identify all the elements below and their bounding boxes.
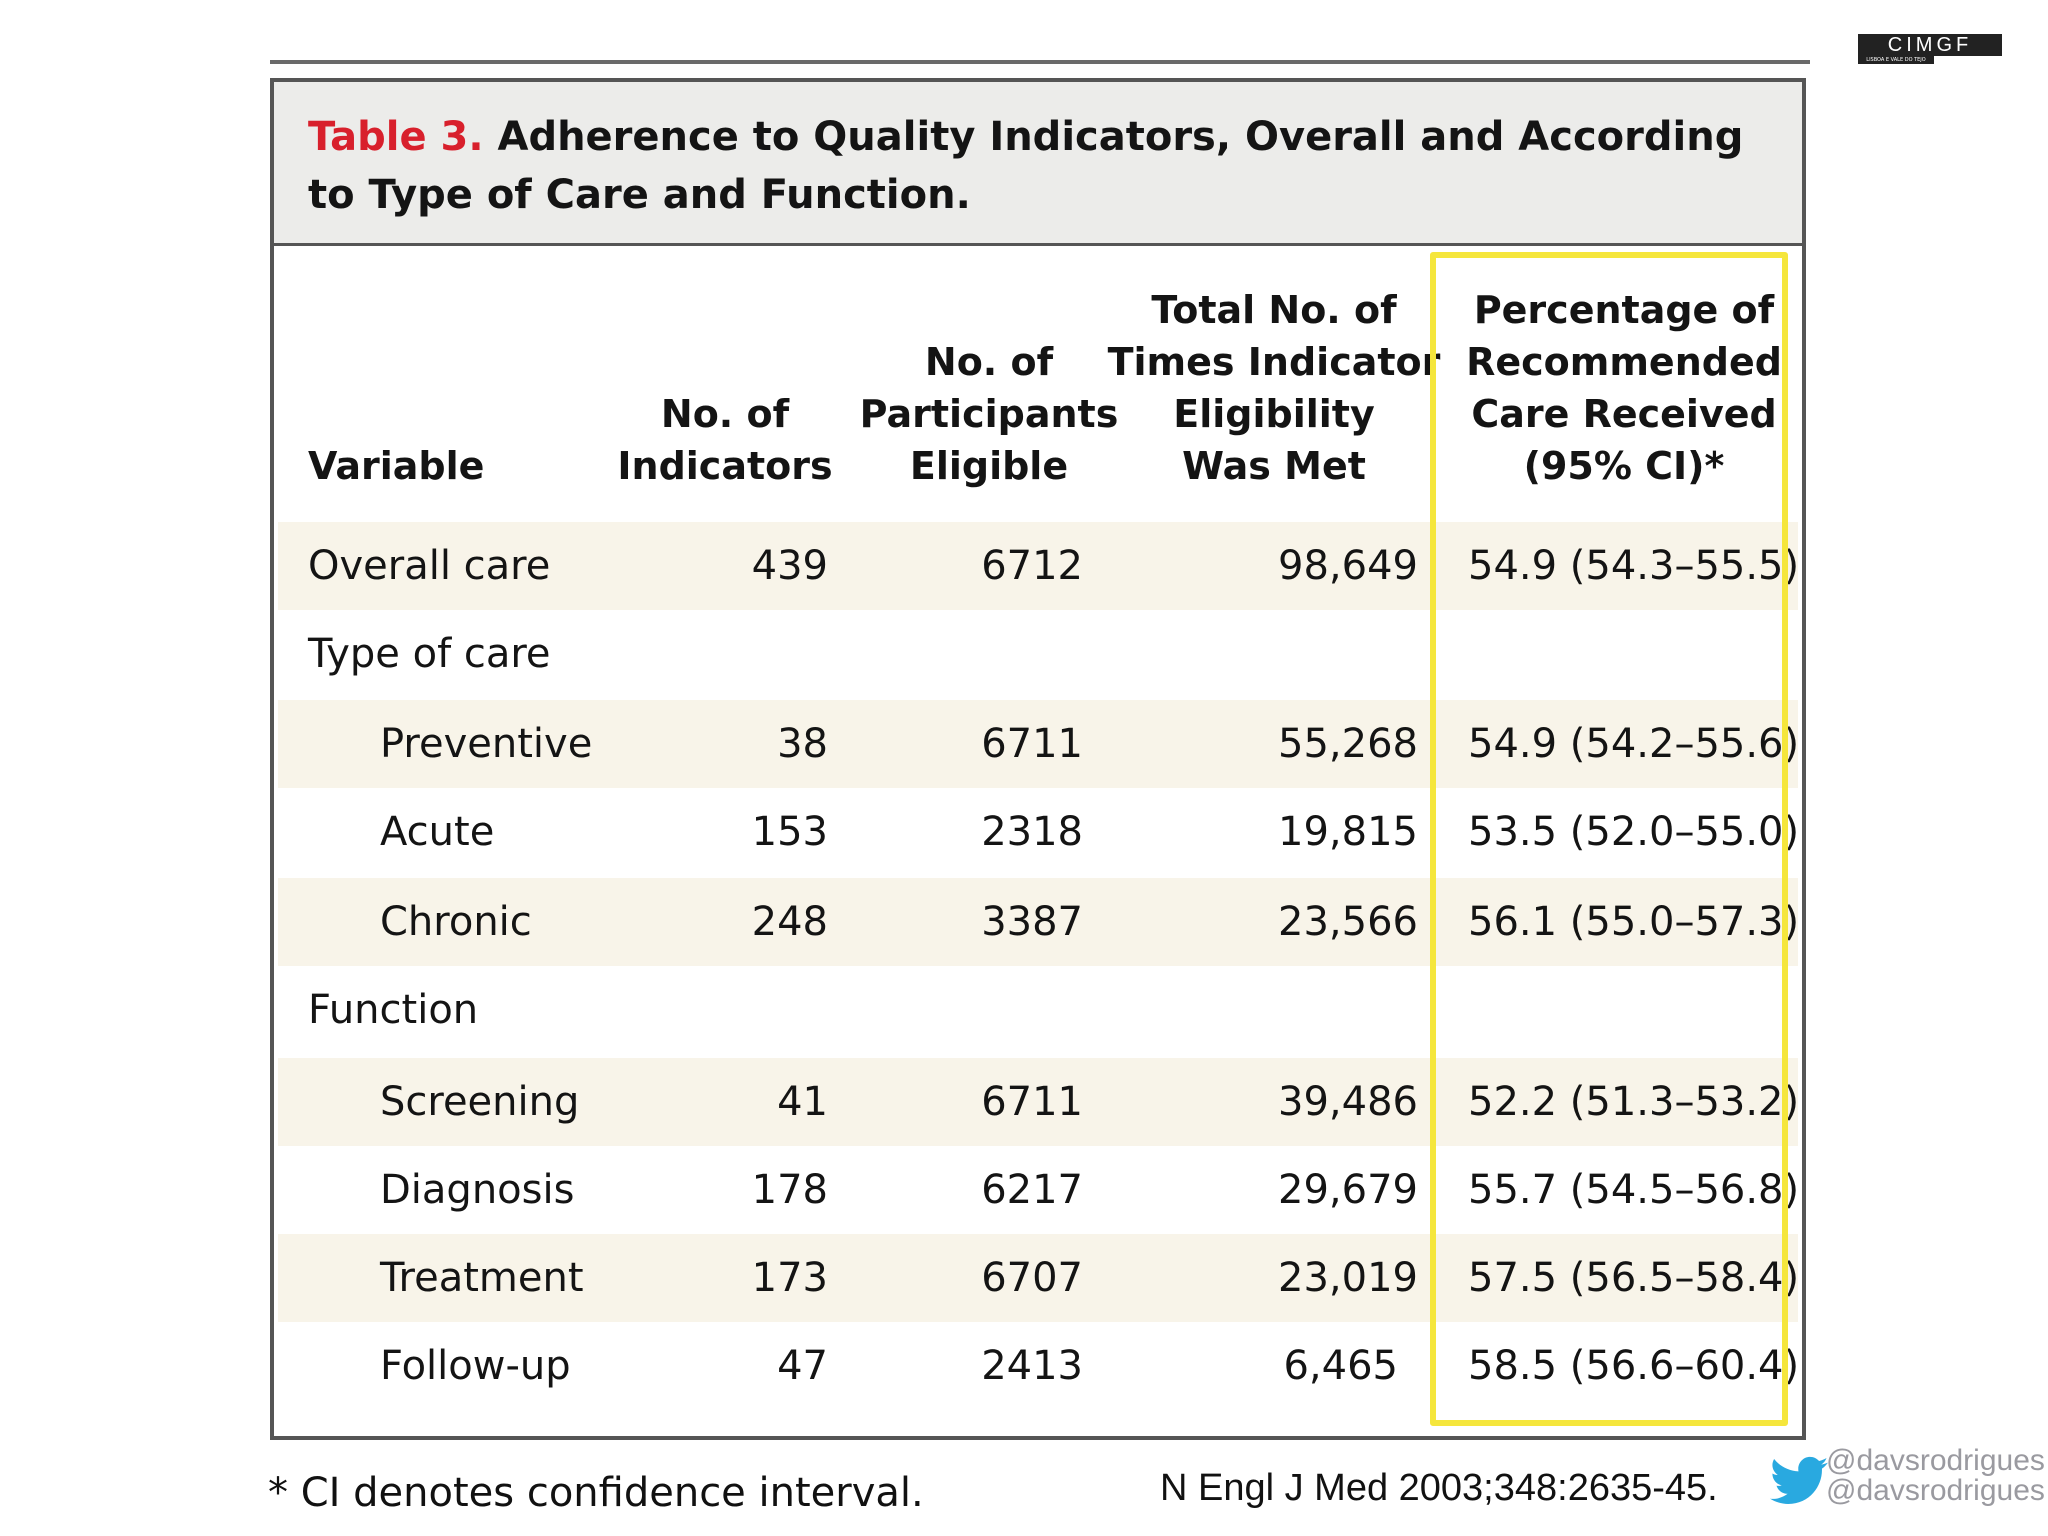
row-variable: Acute [380, 809, 495, 855]
row-percentage: 52.2 (51.3–53.2) [1468, 1079, 1800, 1125]
cimgf-logo: CIMGF LISBOA E VALE DO TEJO [1858, 34, 2002, 66]
row-variable: Screening [380, 1079, 580, 1125]
header-total-line: Times Indicator [1107, 340, 1441, 384]
row-participants: 6217 [981, 1167, 1083, 1213]
row-total: 98,649 [1278, 543, 1418, 589]
row-indicators: 178 [751, 1167, 828, 1213]
header-percentage-line: (95% CI)* [1523, 444, 1725, 488]
header-variable: Variable [308, 440, 484, 492]
row-variable: Follow-up [380, 1343, 571, 1389]
table-row-follow-up: Follow-up 47 2413 6,465 58.5 (56.6–60.4) [278, 1322, 1800, 1410]
header-indicators-line: Indicators [617, 444, 833, 488]
header-variable-label: Variable [308, 444, 485, 488]
logo-text: CIMGF [1858, 34, 2002, 56]
header-percentage: Percentage of Recommended Care Received … [1454, 284, 1794, 492]
row-indicators: 38 [777, 721, 828, 767]
row-participants: 6707 [981, 1255, 1083, 1301]
row-total: 19,815 [1278, 809, 1418, 855]
row-total: 29,679 [1278, 1167, 1418, 1213]
table-row-preventive: Preventive 38 6711 55,268 54.9 (54.2–55.… [278, 700, 1800, 788]
header-total-line: Eligibility [1173, 392, 1375, 436]
table-title-band: Table 3. Adherence to Quality Indicators… [274, 82, 1802, 246]
row-indicators: 47 [777, 1343, 828, 1389]
row-percentage: 57.5 (56.5–58.4) [1468, 1255, 1800, 1301]
social-handle-2: @davsrodrigues [1826, 1474, 2045, 1507]
table-row-function: Function [278, 966, 1798, 1054]
table-row-overall-care: Overall care 439 6712 98,649 54.9 (54.3–… [278, 522, 1800, 610]
row-total: 23,019 [1278, 1255, 1418, 1301]
header-percentage-line: Care Received [1471, 392, 1777, 436]
header-participants-line: No. of [924, 340, 1054, 384]
table-row-chronic: Chronic 248 3387 23,566 56.1 (55.0–57.3) [278, 878, 1800, 966]
row-indicators: 41 [777, 1079, 828, 1125]
table-row-treatment: Treatment 173 6707 23,019 57.5 (56.5–58.… [278, 1234, 1800, 1322]
row-participants: 6711 [981, 721, 1083, 767]
row-participants: 3387 [981, 899, 1083, 945]
row-percentage: 55.7 (54.5–56.8) [1468, 1167, 1800, 1213]
row-percentage: 54.9 (54.3–55.5) [1468, 543, 1800, 589]
row-indicators: 153 [751, 809, 828, 855]
twitter-bird-icon [1770, 1456, 1828, 1504]
logo-subtext: LISBOA E VALE DO TEJO [1858, 56, 1934, 64]
table-row-diagnosis: Diagnosis 178 6217 29,679 55.7 (54.5–56.… [278, 1146, 1800, 1234]
row-percentage: 56.1 (55.0–57.3) [1468, 899, 1800, 945]
row-indicators: 248 [751, 899, 828, 945]
row-participants: 2318 [981, 809, 1083, 855]
header-total: Total No. of Times Indicator Eligibility… [1104, 284, 1444, 492]
row-indicators: 173 [751, 1255, 828, 1301]
table-title-label: Table 3. [308, 114, 484, 160]
row-percentage: 54.9 (54.2–55.6) [1468, 721, 1800, 767]
header-participants-line: Eligible [909, 444, 1069, 488]
table-title: Table 3. Adherence to Quality Indicators… [308, 108, 1748, 224]
row-variable: Overall care [308, 543, 551, 589]
table-3: Table 3. Adherence to Quality Indicators… [270, 78, 1806, 1440]
header-participants: No. of Participants Eligible [844, 336, 1134, 492]
row-percentage: 58.5 (56.6–60.4) [1468, 1343, 1800, 1389]
row-section-label: Function [308, 987, 479, 1033]
row-total: 39,486 [1278, 1079, 1418, 1125]
row-total: 6,465 [1283, 1343, 1398, 1389]
table-title-text: Adherence to Quality Indicators, Overall… [308, 114, 1744, 218]
row-percentage: 53.5 (52.0–55.0) [1468, 809, 1800, 855]
header-percentage-line: Percentage of [1473, 288, 1775, 332]
percentage-column-highlight [1430, 252, 1788, 1426]
table-footnote: * CI denotes confidence interval. [268, 1470, 924, 1516]
row-variable: Diagnosis [380, 1167, 575, 1213]
header-indicators: No. of Indicators [600, 388, 850, 492]
row-participants: 6712 [981, 543, 1083, 589]
table-row-screening: Screening 41 6711 39,486 52.2 (51.3–53.2… [278, 1058, 1800, 1146]
header-total-line: Total No. of [1151, 288, 1397, 332]
header-total-line: Was Met [1182, 444, 1366, 488]
citation: N Engl J Med 2003;348:2635-45. [1160, 1467, 1718, 1509]
row-section-label: Type of care [308, 631, 551, 677]
row-variable: Treatment [380, 1255, 584, 1301]
row-participants: 2413 [981, 1343, 1083, 1389]
top-rule [270, 60, 1810, 64]
table-row-type-of-care: Type of care [278, 610, 1798, 698]
row-indicators: 439 [751, 543, 828, 589]
header-percentage-line: Recommended [1466, 340, 1782, 384]
row-variable: Chronic [380, 899, 532, 945]
row-total: 55,268 [1278, 721, 1418, 767]
row-participants: 6711 [981, 1079, 1083, 1125]
social-handle-1: @davsrodrigues [1826, 1444, 2045, 1477]
table-row-acute: Acute 153 2318 19,815 53.5 (52.0–55.0) [278, 788, 1800, 876]
row-total: 23,566 [1278, 899, 1418, 945]
header-indicators-line: No. of [660, 392, 790, 436]
header-participants-line: Participants [859, 392, 1119, 436]
row-variable: Preventive [380, 721, 593, 767]
